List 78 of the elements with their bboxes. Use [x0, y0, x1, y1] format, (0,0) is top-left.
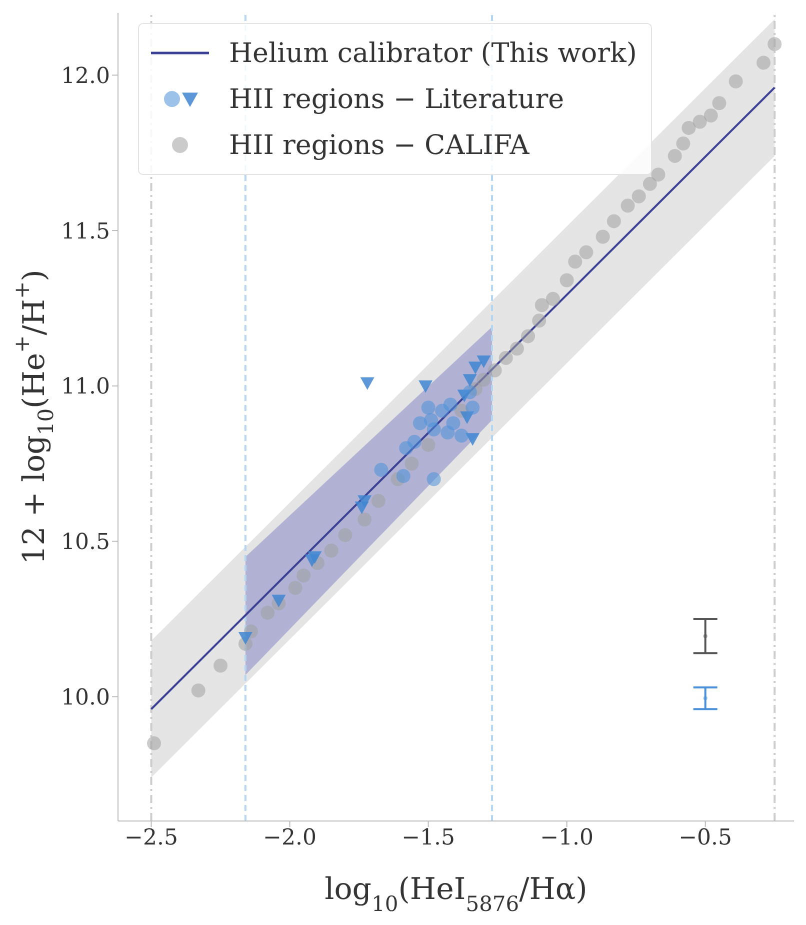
point — [426, 472, 441, 486]
point — [404, 456, 419, 471]
legend-label: HII regions − CALIFA — [229, 130, 530, 160]
point — [703, 696, 708, 700]
point — [358, 495, 372, 508]
point — [476, 355, 491, 368]
x-tick-label: −2.5 — [124, 826, 178, 851]
point — [374, 462, 388, 477]
x-tick-label: −2.0 — [263, 826, 316, 851]
x-tick-label: −0.5 — [678, 826, 732, 851]
point — [596, 230, 610, 244]
point — [703, 634, 708, 638]
point — [466, 400, 480, 415]
point — [668, 148, 682, 163]
point — [338, 528, 352, 542]
point — [546, 292, 560, 306]
point — [421, 400, 436, 415]
point — [421, 438, 436, 452]
point — [462, 374, 477, 387]
point — [632, 189, 646, 204]
y-tick-label: 11.0 — [61, 374, 110, 400]
point — [396, 469, 410, 484]
point — [728, 74, 743, 88]
point — [676, 136, 690, 151]
point — [756, 56, 771, 70]
point — [468, 362, 482, 374]
point — [510, 342, 524, 356]
point — [424, 413, 438, 428]
point — [682, 120, 696, 135]
point — [498, 350, 513, 365]
point — [304, 554, 319, 567]
point — [443, 398, 458, 412]
point — [642, 176, 657, 191]
point — [560, 273, 574, 288]
point — [488, 363, 502, 378]
point — [288, 580, 302, 595]
x-axis-title: log$_{10}$(HeI$_{5876}$/Hα) — [324, 872, 588, 916]
point — [568, 254, 582, 269]
point — [296, 568, 311, 582]
point — [606, 214, 621, 228]
point — [412, 416, 427, 430]
point — [460, 411, 474, 424]
point — [360, 377, 374, 390]
point — [371, 494, 386, 508]
point — [462, 385, 477, 400]
point — [579, 245, 594, 260]
point — [651, 168, 666, 182]
y-tick-label: 11.5 — [61, 219, 110, 244]
point — [457, 390, 472, 402]
point — [418, 380, 433, 393]
point — [324, 544, 338, 558]
point — [534, 298, 549, 312]
x-tick-label: −1.0 — [540, 826, 594, 851]
legend-label: Helium calibrator (This work) — [229, 38, 637, 68]
point — [532, 314, 546, 328]
point — [446, 416, 460, 430]
point — [238, 632, 252, 645]
point — [466, 433, 480, 446]
legend-label: HII regions − Literature — [229, 84, 564, 114]
x-tick-label: −1.5 — [402, 826, 456, 851]
y-tick-label: 10.5 — [61, 530, 110, 556]
point — [214, 658, 228, 673]
point — [454, 428, 469, 443]
point — [712, 96, 726, 110]
point — [358, 512, 372, 527]
point — [704, 108, 718, 123]
point — [521, 329, 536, 344]
y-tick-label: 10.0 — [61, 686, 110, 710]
point — [692, 114, 707, 129]
point — [272, 594, 286, 608]
y-tick-label: 12.0 — [61, 64, 110, 89]
point — [147, 736, 162, 750]
point — [191, 683, 206, 698]
point — [768, 37, 782, 52]
point — [407, 434, 422, 449]
point — [260, 606, 275, 620]
point — [476, 372, 491, 387]
point — [620, 198, 635, 213]
